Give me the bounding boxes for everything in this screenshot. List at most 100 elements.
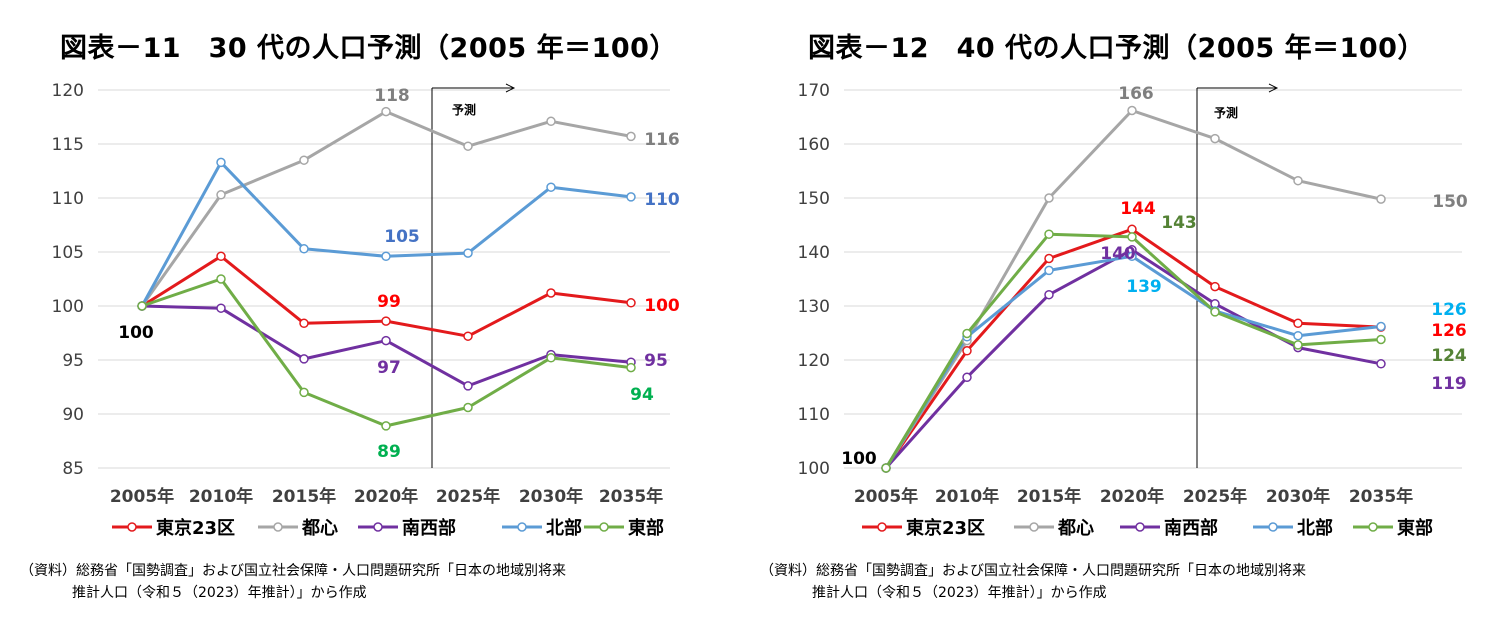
data-label: 140 xyxy=(1100,244,1136,264)
y-tick-label: 115 xyxy=(52,135,84,155)
data-point xyxy=(1127,105,1137,116)
data-point xyxy=(626,131,636,142)
data-point xyxy=(463,402,473,413)
legend-label: 北部 xyxy=(546,517,582,539)
source-note: （資料）総務省「国勢調査」および国立社会保障・人口問題研究所「日本の地域別将来 … xyxy=(20,560,566,604)
y-tick-label: 170 xyxy=(798,81,830,101)
data-label: 95 xyxy=(644,351,668,371)
data-label: 124 xyxy=(1431,346,1467,366)
data-point xyxy=(546,116,556,127)
y-tick-label: 110 xyxy=(798,405,830,425)
legend-marker xyxy=(1135,522,1145,532)
x-tick-label: 2020年 xyxy=(354,486,418,507)
data-point xyxy=(546,288,556,298)
data-point xyxy=(381,335,391,346)
data-label: 150 xyxy=(1432,192,1468,212)
data-point xyxy=(216,190,226,200)
data-point xyxy=(1044,289,1054,300)
y-tick-label: 150 xyxy=(798,189,830,209)
y-tick-label: 100 xyxy=(798,459,830,479)
y-tick-label: 95 xyxy=(62,351,84,371)
data-point xyxy=(463,141,473,151)
data-point xyxy=(1210,133,1220,144)
data-point xyxy=(381,106,391,117)
data-point xyxy=(626,298,636,308)
data-point xyxy=(1044,193,1054,203)
data-point xyxy=(299,318,309,329)
data-point xyxy=(1127,251,1137,262)
legend-label: 都心 xyxy=(1057,518,1094,539)
data-label: 139 xyxy=(1126,277,1162,297)
data-point xyxy=(1376,194,1386,204)
legend-marker xyxy=(517,522,527,532)
data-label: 94 xyxy=(630,385,654,405)
y-tick-label: 160 xyxy=(798,135,830,155)
x-tick-label: 2030年 xyxy=(1266,486,1330,507)
data-point xyxy=(546,353,556,363)
x-tick-label: 2005年 xyxy=(110,486,174,507)
y-tick-label: 130 xyxy=(798,297,830,317)
data-label: 166 xyxy=(1118,84,1154,104)
data-point xyxy=(1376,321,1386,332)
legend-label: 南西部 xyxy=(1164,517,1218,539)
data-point xyxy=(299,354,309,364)
data-point xyxy=(463,331,473,341)
data-label: 105 xyxy=(384,227,420,247)
data-point xyxy=(216,303,226,313)
data-label: 97 xyxy=(377,358,401,378)
data-point xyxy=(463,248,473,258)
legend-marker xyxy=(1029,522,1039,532)
legend-marker xyxy=(1268,522,1278,532)
legend-label: 北部 xyxy=(1297,517,1333,539)
data-point xyxy=(216,251,226,262)
legend-label: 東京23区 xyxy=(156,517,235,539)
x-tick-label: 2025年 xyxy=(436,486,500,507)
y-tick-label: 120 xyxy=(798,351,830,371)
data-point xyxy=(1210,281,1220,292)
data-point xyxy=(1293,175,1303,186)
data-label: 100 xyxy=(841,449,877,469)
data-label: 143 xyxy=(1161,213,1197,233)
data-point xyxy=(626,192,636,202)
x-tick-label: 2035年 xyxy=(1349,486,1413,507)
data-point xyxy=(299,387,309,398)
data-point xyxy=(1376,359,1386,369)
chart-title: 図表－11 30 代の人口予測（2005 年＝100） xyxy=(60,33,677,64)
y-tick-label: 105 xyxy=(52,243,84,263)
forecast-label: 予測 xyxy=(452,102,476,117)
y-tick-label: 140 xyxy=(798,243,830,263)
data-label: 144 xyxy=(1120,199,1156,219)
legend-marker xyxy=(1368,522,1378,532)
x-tick-label: 2025年 xyxy=(1183,486,1247,507)
x-tick-label: 2015年 xyxy=(272,486,336,507)
line-chart-30s: 85 90 95 100 105 110 115 120 2005年 2010年 2015年 2020… xyxy=(52,81,680,539)
source-line-1: （資料）総務省「国勢調査」および国立社会保障・人口問題研究所「日本の地域別将来 xyxy=(760,563,1306,579)
y-tick-label: 120 xyxy=(52,81,84,101)
data-point xyxy=(546,182,556,192)
data-label: 126 xyxy=(1431,321,1467,341)
legend-label: 東京23区 xyxy=(906,517,985,539)
legend-marker xyxy=(599,522,609,532)
chart-panel-30s: 図表－11 30 代の人口予測（2005 年＝100） 85 90 95 100 105… xyxy=(0,0,746,642)
data-point xyxy=(881,463,891,473)
data-point xyxy=(381,316,391,326)
source-note: （資料）総務省「国勢調査」および国立社会保障・人口問題研究所「日本の地域別将来 … xyxy=(760,560,1306,604)
forecast-arrowhead xyxy=(1268,83,1279,93)
x-tick-label: 2010年 xyxy=(189,486,253,507)
chart-panel-40s: 図表－12 40 代の人口予測（2005 年＝100） 100 110 120 130… xyxy=(746,0,1492,642)
data-label: 100 xyxy=(118,323,154,343)
x-tick-label: 2035年 xyxy=(599,486,663,507)
x-tick-label: 2015年 xyxy=(1017,486,1081,507)
y-tick-label: 90 xyxy=(62,405,84,425)
data-point xyxy=(626,362,636,373)
data-point xyxy=(1127,224,1137,235)
data-label: 89 xyxy=(377,442,401,462)
forecast-label: 予測 xyxy=(1214,105,1238,120)
legend-marker xyxy=(373,522,383,532)
data-point xyxy=(1210,307,1220,317)
y-tick-label: 110 xyxy=(52,189,84,209)
data-point xyxy=(137,301,147,311)
data-point xyxy=(463,381,473,391)
y-tick-label: 100 xyxy=(52,297,84,317)
x-tick-label: 2005年 xyxy=(854,486,918,507)
